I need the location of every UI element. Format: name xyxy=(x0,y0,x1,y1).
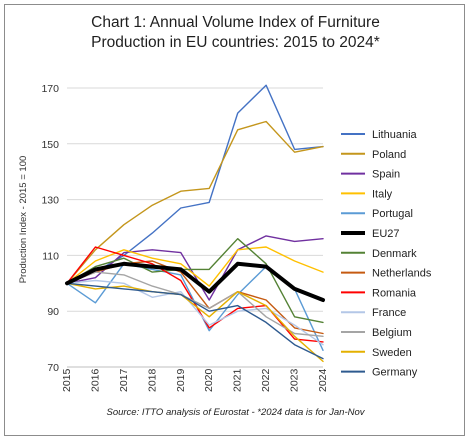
series-line-germany xyxy=(66,282,324,360)
x-tick-label: 2016 xyxy=(89,368,101,392)
legend-label-spain: Spain xyxy=(372,169,400,181)
y-tick-label: 170 xyxy=(41,83,59,95)
legend-label-portugal: Portugal xyxy=(372,208,413,220)
series-line-sweden xyxy=(66,282,324,363)
series-line-denmark xyxy=(66,237,324,324)
y-tick-label: 110 xyxy=(42,250,59,262)
legend-label-eu27: EU27 xyxy=(372,228,400,240)
legend-label-italy: Italy xyxy=(372,188,393,200)
legend-label-netherlands: Netherlands xyxy=(372,268,432,280)
legend-label-belgium: Belgium xyxy=(372,327,412,339)
legend-label-lithuania: Lithuania xyxy=(372,129,418,141)
chart-title: Chart 1: Annual Volume Index of Furnitur… xyxy=(0,13,471,53)
y-tick-label: 90 xyxy=(47,306,59,318)
series-line-eu27 xyxy=(65,261,325,302)
chart-title-line-1: Chart 1: Annual Volume Index of Furnitur… xyxy=(91,14,380,31)
series-line-italy xyxy=(66,246,324,287)
legend-label-france: France xyxy=(372,307,406,319)
y-tick-label: 70 xyxy=(47,362,59,374)
x-tick-label: 2017 xyxy=(118,368,130,392)
y-tick-label: 150 xyxy=(41,139,59,151)
chart-title-line-2: Production in EU countries: 2015 to 2024… xyxy=(91,34,380,51)
x-tick-label: 2022 xyxy=(260,368,272,392)
series-line-poland xyxy=(66,120,324,284)
x-tick-label: 2023 xyxy=(289,368,301,392)
series-line-lithuania xyxy=(66,84,324,284)
legend-label-romania: Romania xyxy=(372,287,417,299)
x-tick-label: 2020 xyxy=(203,368,215,392)
y-axis-title: Production Index - 2015 = 100 xyxy=(18,156,29,284)
legend-label-poland: Poland xyxy=(372,149,406,161)
series-line-romania xyxy=(66,246,324,343)
y-tick-label: 130 xyxy=(41,195,59,207)
legend-label-germany: Germany xyxy=(372,367,418,379)
legend-label-sweden: Sweden xyxy=(372,347,412,359)
chart-source-note: Source: ITTO analysis of Eurostat - *202… xyxy=(106,407,365,418)
x-tick-label: 2021 xyxy=(232,368,244,392)
series-line-france xyxy=(66,279,324,346)
series-line-belgium xyxy=(66,271,324,337)
x-tick-label: 2024 xyxy=(317,368,329,392)
x-tick-label: 2015 xyxy=(61,368,73,392)
x-tick-label: 2018 xyxy=(146,368,158,392)
x-tick-label: 2019 xyxy=(175,368,187,392)
chart-frame xyxy=(4,4,465,436)
legend-label-denmark: Denmark xyxy=(372,248,417,260)
